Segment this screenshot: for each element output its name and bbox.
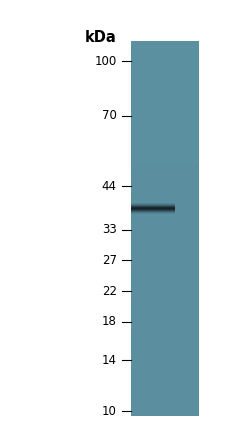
Text: 27: 27 [102, 254, 117, 267]
Text: 33: 33 [102, 223, 117, 236]
Text: 70: 70 [102, 109, 117, 122]
Text: 22: 22 [102, 285, 117, 298]
Text: 18: 18 [102, 315, 117, 328]
Text: 44: 44 [102, 180, 117, 193]
Text: 14: 14 [102, 354, 117, 367]
Text: 100: 100 [94, 55, 117, 68]
Text: 10: 10 [102, 405, 117, 418]
Text: kDa: kDa [85, 30, 117, 45]
